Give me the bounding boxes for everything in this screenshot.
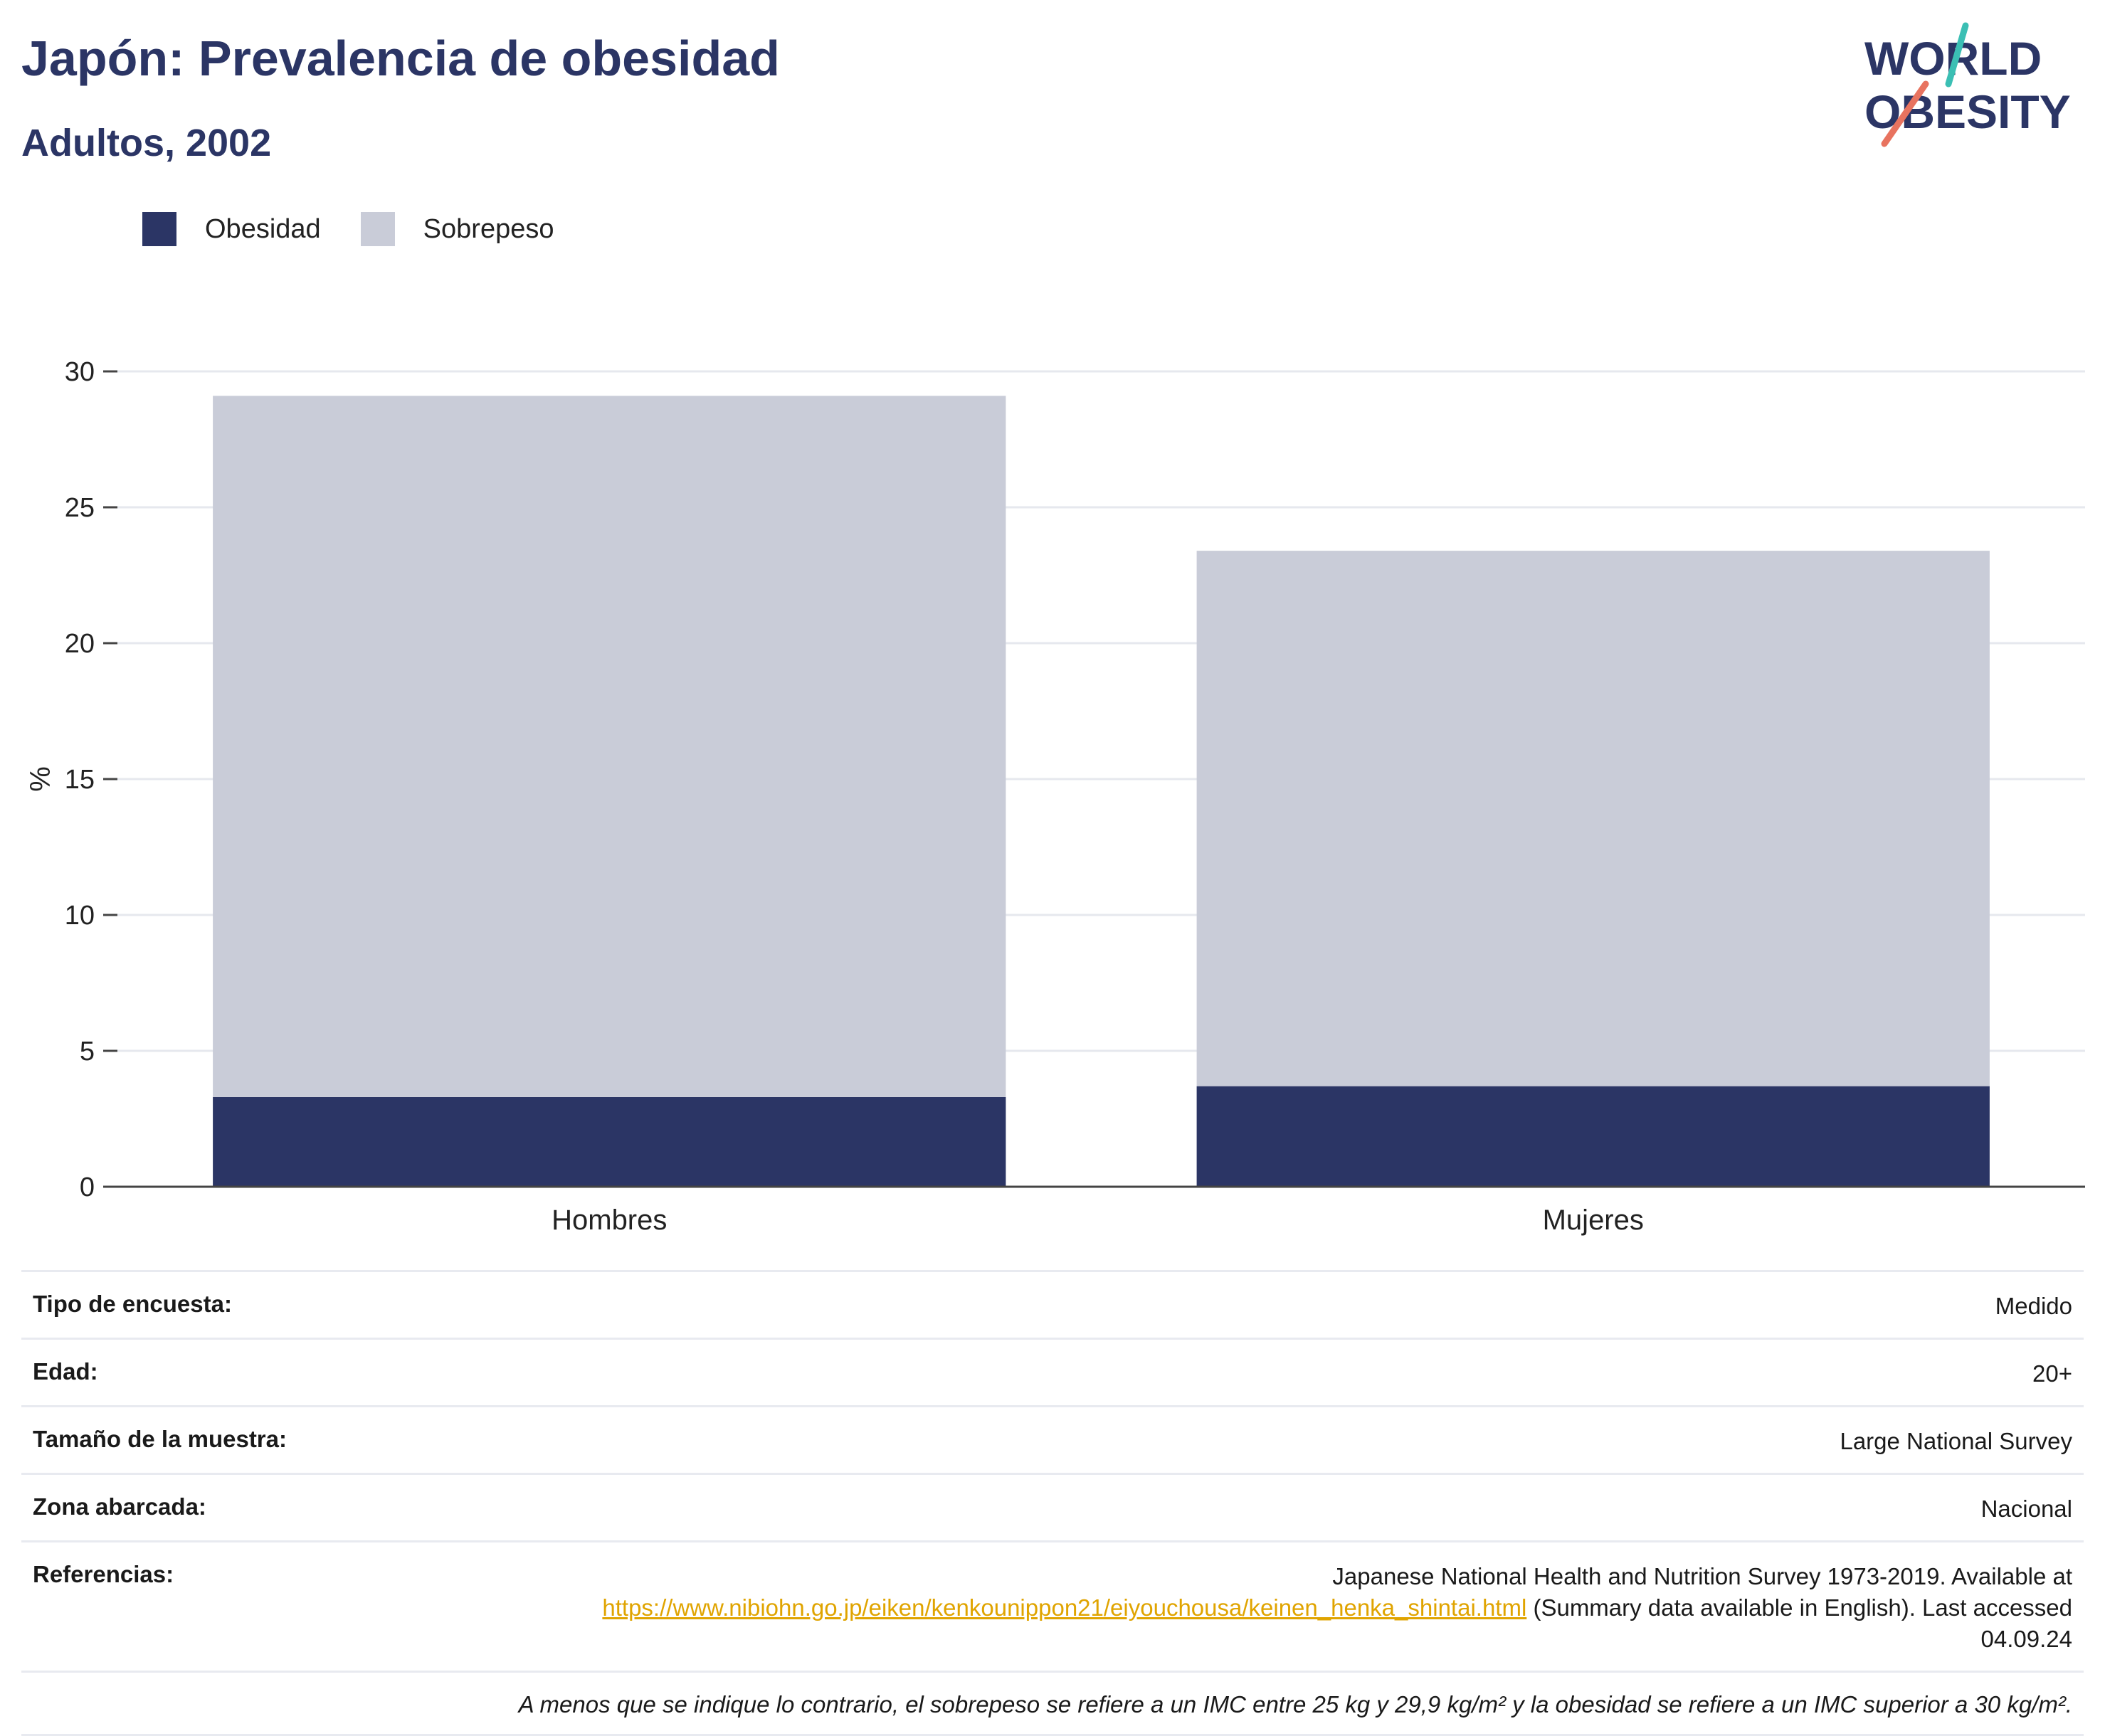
references-value: Japanese National Health and Nutrition S…: [507, 1561, 2072, 1655]
y-axis-label: %: [25, 766, 56, 792]
legend-swatch-sobrepeso: [360, 212, 395, 246]
x-tick-label: Hombres: [552, 1205, 667, 1236]
info-label: Zona abarcada:: [33, 1493, 206, 1520]
bar-sobrepeso-hombres: [213, 396, 1006, 1097]
info-label: Tamaño de la muestra:: [33, 1426, 287, 1452]
info-row-sample-size: Tamaño de la muestra: Large National Sur…: [21, 1405, 2084, 1473]
y-tick-label: 30: [65, 357, 95, 387]
references-link[interactable]: https://www.nibiohn.go.jp/eiken/kenkouni…: [602, 1594, 1527, 1621]
y-tick-label: 20: [65, 629, 95, 659]
bar-obesidad-hombres: [213, 1096, 1006, 1187]
logo-text-obesity: OBESITY: [1864, 85, 2071, 138]
chart-legend: Obesidad Sobrepeso: [142, 212, 593, 246]
info-label: Referencias:: [33, 1561, 174, 1587]
y-tick-label: 0: [80, 1173, 95, 1202]
definition-note: A menos que se indique lo contrario, el …: [21, 1671, 2084, 1736]
references-text-after: (Summary data available in English). Las…: [1526, 1594, 2072, 1652]
logo-slash-coral: [1881, 80, 1929, 147]
info-value: 20+: [2032, 1360, 2072, 1387]
logo-slash-teal: [1945, 22, 1969, 88]
world-obesity-logo: WORLD OBESITY: [1864, 22, 2071, 147]
chart-title: Japón: Prevalencia de obesidad: [21, 31, 780, 86]
legend-item-obesidad: Obesidad: [142, 212, 321, 246]
info-label: Tipo de encuesta:: [33, 1291, 232, 1317]
info-value: Nacional: [1980, 1496, 2072, 1522]
y-tick-label: 15: [65, 765, 95, 795]
y-tick-label: 25: [65, 493, 95, 523]
info-value: Large National Survey: [1840, 1428, 2072, 1454]
info-row-references: Referencias: Japanese National Health an…: [21, 1540, 2084, 1671]
bar-obesidad-mujeres: [1196, 1086, 1990, 1187]
legend-label-obesidad: Obesidad: [205, 213, 321, 244]
bar-sobrepeso-mujeres: [1196, 551, 1990, 1086]
info-row-area: Zona abarcada: Nacional: [21, 1473, 2084, 1540]
x-tick-label: Mujeres: [1543, 1205, 1644, 1236]
legend-item-sobrepeso: Sobrepeso: [360, 212, 554, 246]
info-label: Edad:: [33, 1358, 98, 1385]
y-tick-label: 10: [65, 901, 95, 931]
info-row-age: Edad: 20+: [21, 1338, 2084, 1405]
info-row-survey-type: Tipo de encuesta: Medido: [21, 1270, 2084, 1338]
y-tick-label: 5: [80, 1037, 95, 1067]
references-text-before: Japanese National Health and Nutrition S…: [1332, 1563, 2072, 1589]
stacked-bar-chart: 0 5 10 15 20 25 30% Hombres Mujeres: [25, 357, 2085, 1236]
legend-swatch-obesidad: [142, 212, 176, 246]
survey-info-table: Tipo de encuesta: Medido Edad: 20+ Tamañ…: [21, 1270, 2084, 1736]
chart-subtitle: Adultos, 2002: [21, 122, 272, 164]
info-value: Medido: [1995, 1293, 2072, 1319]
legend-label-sobrepeso: Sobrepeso: [423, 213, 554, 244]
